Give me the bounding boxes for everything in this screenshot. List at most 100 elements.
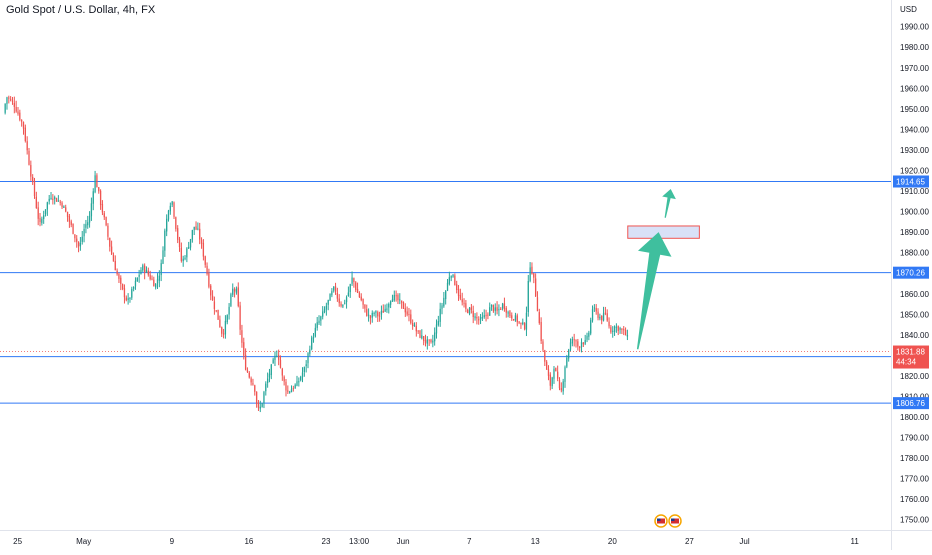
candle-body <box>380 310 383 315</box>
candle-body <box>158 275 160 281</box>
candle-body <box>593 307 596 309</box>
candle-body <box>472 310 474 317</box>
candle-body <box>316 322 318 328</box>
candle-body <box>178 239 181 248</box>
candle-body <box>584 340 586 344</box>
candle-body <box>125 297 127 301</box>
us-flag-icon <box>671 518 679 524</box>
candle-body <box>441 305 443 309</box>
candle-body <box>292 388 294 390</box>
candle-body <box>461 299 463 303</box>
candle-body <box>94 175 96 193</box>
candle-body <box>362 298 364 305</box>
candle-body <box>281 368 283 376</box>
candle-body <box>252 383 254 385</box>
candle-body <box>177 228 179 240</box>
current-price-label-bg <box>893 345 929 369</box>
candle-body <box>525 312 528 330</box>
candle-body <box>408 314 410 316</box>
candle-body <box>266 378 269 383</box>
candle-body <box>230 294 232 306</box>
candle-body <box>573 339 575 341</box>
candle-body <box>558 379 561 389</box>
candle-body <box>344 302 346 304</box>
candle-body <box>222 333 225 335</box>
y-tick-label: 1950.00 <box>900 105 929 114</box>
candle-body <box>109 237 111 247</box>
candle-body <box>378 315 381 317</box>
candle-body <box>92 191 94 204</box>
y-tick-label: 1930.00 <box>900 146 929 155</box>
candle-body <box>496 307 498 311</box>
candle-body <box>17 111 19 114</box>
candle-body <box>511 315 513 319</box>
level-price-label: 1914.65 <box>896 177 925 186</box>
candle-body <box>61 202 63 208</box>
candle-body <box>250 378 252 383</box>
candle-body <box>540 321 542 342</box>
candle-body <box>588 332 590 337</box>
candle-body <box>204 256 206 265</box>
candle-body <box>413 324 416 327</box>
candle-body <box>500 308 502 310</box>
candle-body <box>597 311 599 318</box>
y-tick-label: 1910.00 <box>900 187 929 196</box>
candle-body <box>452 274 454 277</box>
candle-body <box>211 295 214 301</box>
candle-body <box>522 322 524 325</box>
candle-body <box>202 242 205 257</box>
us-flag-icon <box>657 518 665 524</box>
candle-body <box>70 221 72 225</box>
candle-body <box>243 342 245 356</box>
candle-body <box>538 312 540 324</box>
candle-body <box>604 312 607 314</box>
candle-body <box>564 367 566 382</box>
candle-body <box>11 100 14 102</box>
candle-body <box>217 309 219 320</box>
candle-body <box>32 176 34 182</box>
candle-body <box>301 372 304 378</box>
candle-body <box>312 337 315 339</box>
candle-body <box>446 282 449 291</box>
candle-body <box>478 319 480 321</box>
candle-body <box>457 288 460 296</box>
candle-body <box>83 228 85 237</box>
candle-body <box>410 314 412 324</box>
candle-body <box>512 319 515 321</box>
candle-body <box>606 313 608 321</box>
candle-body <box>305 364 307 367</box>
candle-body <box>575 340 577 342</box>
candle-body <box>536 297 539 312</box>
candle-body <box>261 403 263 407</box>
candle-body <box>156 279 159 284</box>
candle-body <box>290 389 293 393</box>
candle-body <box>531 266 533 274</box>
candle-body <box>88 216 91 223</box>
candle-body <box>277 354 280 360</box>
candle-body <box>167 210 170 220</box>
candle-body <box>454 275 456 286</box>
candle-body <box>254 385 256 392</box>
x-tick-label: 25 <box>13 537 22 546</box>
candle-body <box>87 222 89 226</box>
candle-body <box>210 285 212 296</box>
candle-body <box>320 316 322 321</box>
candle-body <box>555 368 557 372</box>
candle-body <box>329 294 331 301</box>
candle-body <box>518 321 520 323</box>
candle-body <box>373 313 375 315</box>
candle-body <box>492 305 495 312</box>
candle-body <box>490 304 493 307</box>
candle-body <box>26 141 28 151</box>
candle-body <box>334 286 337 292</box>
candle-body <box>208 272 210 287</box>
candle-body <box>24 127 26 141</box>
candle-body <box>435 324 438 334</box>
candle-body <box>509 311 511 317</box>
candle-body <box>294 384 296 389</box>
candle-body <box>263 392 265 403</box>
candle-body <box>323 309 326 313</box>
candle-body <box>523 323 526 330</box>
currency-label: USD <box>900 5 917 14</box>
candle-body <box>123 288 126 298</box>
